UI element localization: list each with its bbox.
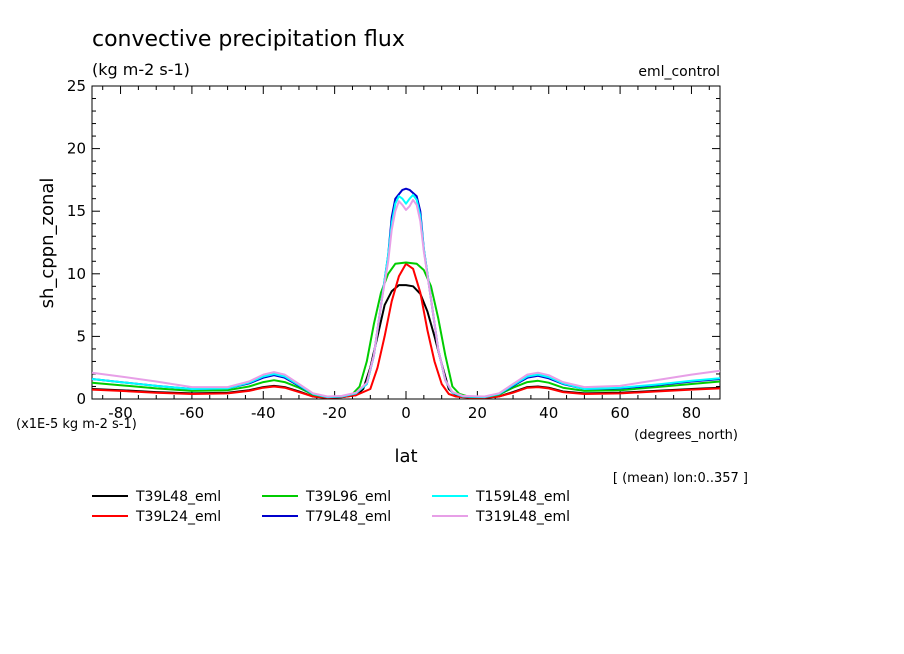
legend-label: T79L48_eml xyxy=(305,509,391,525)
plot-frame xyxy=(91,85,721,400)
series-line xyxy=(91,198,721,398)
x-tick-label: -80 xyxy=(108,404,133,422)
x-tick-label: 20 xyxy=(468,404,487,422)
x-tick-label: -60 xyxy=(180,404,205,422)
x-tick-labels: -80 -60 -40 -20 0 20 40 60 80 xyxy=(108,404,701,422)
y-tick-label: 20 xyxy=(67,140,86,158)
plot-area xyxy=(91,85,721,400)
chart-units: (kg m-2 s-1) xyxy=(92,60,190,79)
x-tick-label: 0 xyxy=(401,404,411,422)
series-lines xyxy=(91,187,721,399)
x-tick-label: -40 xyxy=(251,404,276,422)
y-tick-label: 25 xyxy=(67,77,86,95)
x-tick-label: -20 xyxy=(322,404,347,422)
experiment-label: eml_control xyxy=(638,64,720,80)
y-tick-label: 5 xyxy=(76,327,86,345)
axis-ticks xyxy=(92,85,720,400)
footnote: [ (mean) lon:0..357 ] xyxy=(613,471,748,486)
y-axis-label: sh_cppn_zonal xyxy=(37,178,58,309)
y-tick-labels: 0 5 10 15 20 25 xyxy=(67,77,86,408)
series-line xyxy=(91,262,721,399)
y-scale-note: (x1E-5 kg m-2 s-1) xyxy=(16,417,137,432)
y-tick-label: 15 xyxy=(67,202,86,220)
legend-label: T39L48_eml xyxy=(135,489,221,505)
legend-label: T159L48_eml xyxy=(475,489,570,505)
series-line xyxy=(91,187,721,399)
x-axis-units: (degrees_north) xyxy=(634,428,738,443)
chart-title: convective precipitation flux xyxy=(92,27,405,52)
legend-label: T39L96_eml xyxy=(305,489,391,505)
y-tick-label: 10 xyxy=(67,265,86,283)
x-axis-label: lat xyxy=(394,446,417,467)
x-tick-label: 60 xyxy=(611,404,630,422)
series-line xyxy=(91,261,721,399)
legend: T39L48_eml T39L24_eml T39L96_eml T79L48_eml… xyxy=(92,489,570,525)
series-line xyxy=(91,193,721,399)
y-tick-label: 0 xyxy=(76,390,86,408)
x-tick-label: 80 xyxy=(682,404,701,422)
legend-label: T39L24_eml xyxy=(135,509,221,525)
series-line xyxy=(91,284,721,399)
legend-label: T319L48_eml xyxy=(475,509,570,525)
x-tick-label: 40 xyxy=(539,404,558,422)
